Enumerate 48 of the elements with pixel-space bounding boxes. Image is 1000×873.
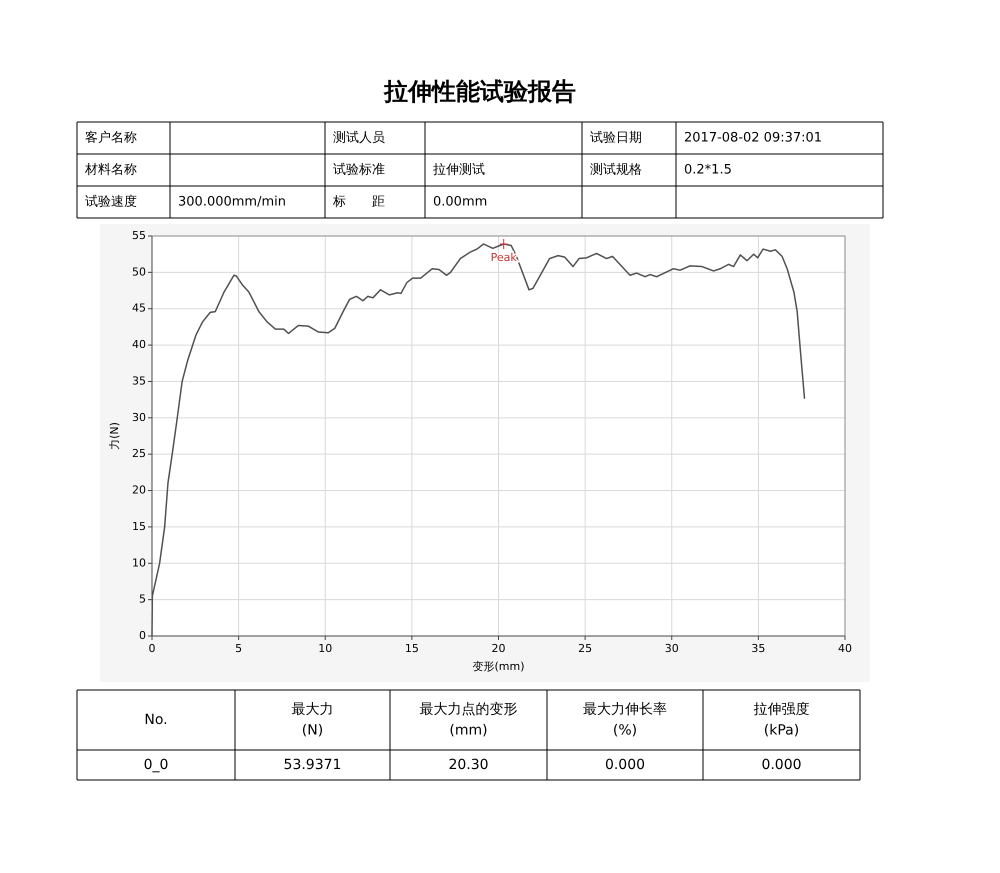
- x-tick-label: 5: [235, 642, 242, 655]
- text: 拉伸强度 (kPa): [754, 701, 810, 738]
- y-tick-label: 5: [139, 592, 146, 606]
- y-axis-title: 力(N): [108, 422, 121, 450]
- y-tick-label: 10: [132, 556, 146, 570]
- chart-title: 拉伸性能试验报告: [383, 78, 576, 106]
- y-tick-label: 50: [132, 265, 146, 278]
- text: 2017-08-02 09:37:01: [684, 130, 822, 146]
- x-tick-label: 30: [664, 642, 679, 655]
- text: No.: [144, 712, 168, 728]
- text: 最大力 (N): [292, 701, 334, 738]
- y-tick-label: 20: [132, 484, 146, 497]
- text: 0.00mm: [433, 194, 488, 210]
- text: 20.30: [448, 756, 489, 773]
- text: 材料名称: [84, 162, 137, 178]
- text: 0.2*1.5: [684, 162, 732, 178]
- text: 试验速度: [85, 194, 137, 210]
- text: 测试规格: [590, 162, 642, 178]
- annotation: Peak: [490, 251, 518, 264]
- text: 300.000mm/min: [178, 194, 286, 210]
- y-tick-label: 15: [132, 520, 146, 533]
- y-tick-label: 0: [139, 629, 146, 642]
- text: 拉伸测试: [433, 162, 485, 178]
- y-tick-label: 55: [132, 229, 146, 242]
- x-tick-label: 40: [838, 642, 852, 655]
- x-tick-label: 0: [148, 642, 156, 655]
- text: 客户名称: [85, 130, 137, 146]
- text: 最大力伸长率 (%): [583, 701, 667, 738]
- text: 试验日期: [590, 130, 642, 146]
- y-tick-label: 25: [132, 447, 146, 460]
- text: 0.000: [761, 756, 802, 773]
- text: 试验标准: [333, 162, 385, 178]
- x-tick-label: 15: [404, 642, 419, 655]
- text: 标 距: [332, 194, 385, 210]
- x-tick-label: 10: [318, 642, 332, 655]
- x-tick-label: 25: [578, 642, 592, 655]
- text: 0.000: [604, 756, 646, 773]
- y-tick-label: 35: [132, 374, 146, 388]
- text: 0_0: [144, 756, 168, 773]
- text: 最大力点的变形 (mm): [420, 701, 518, 738]
- text: 测试人员: [333, 130, 385, 146]
- y-tick-label: 30: [132, 410, 146, 424]
- y-tick-label: 40: [132, 338, 146, 352]
- text: 53.9371: [284, 756, 342, 773]
- x-tick-label: 20: [492, 642, 506, 655]
- y-tick-label: 45: [132, 302, 146, 315]
- x-axis-title: 变形(mm): [472, 660, 525, 673]
- x-tick-label: 35: [751, 642, 766, 655]
